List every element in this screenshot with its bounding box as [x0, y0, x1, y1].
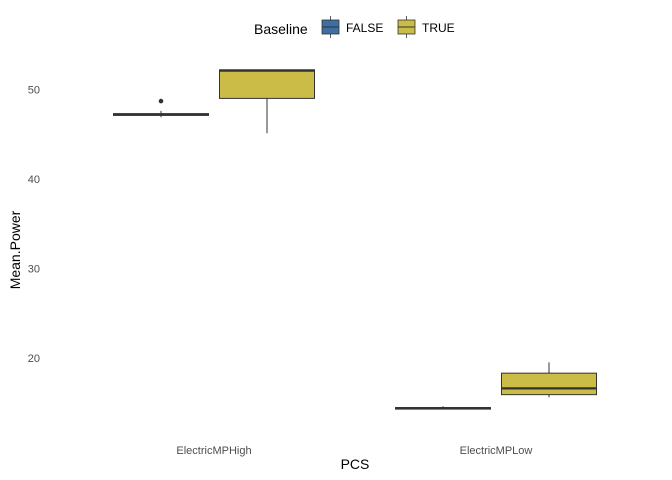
x-tick-label: ElectricMPLow: [460, 445, 533, 457]
y-tick-label: 50: [28, 84, 40, 96]
y-tick-label: 20: [28, 353, 40, 365]
legend-entry-true: TRUE: [397, 16, 455, 38]
boxes-layer: [113, 69, 597, 410]
box-body: [501, 372, 597, 396]
y-axis-ticks: 20 30 40 50: [28, 84, 40, 365]
legend-label-false: FALSE: [346, 21, 383, 35]
outlier-point: [158, 98, 164, 104]
x-tick-label: ElectricMPHigh: [176, 445, 251, 457]
box-false-electricmplow: [395, 406, 491, 410]
box-true-electricmphigh: [219, 69, 315, 134]
y-tick-label: 40: [28, 174, 40, 186]
x-axis-ticks: ElectricMPHigh ElectricMPLow: [176, 445, 532, 457]
legend-entry-false: FALSE: [321, 16, 383, 38]
legend: Baseline FALSE TRUE: [254, 16, 455, 38]
box-body: [219, 69, 315, 99]
y-tick-label: 30: [28, 263, 40, 275]
box-true-electricmplow: [501, 362, 597, 398]
box-false-electricmphigh: [113, 98, 209, 118]
legend-title: Baseline: [254, 21, 308, 37]
legend-label-true: TRUE: [422, 21, 455, 35]
x-axis-title: PCS: [341, 456, 370, 472]
y-axis-title: Mean.Power: [7, 210, 23, 289]
